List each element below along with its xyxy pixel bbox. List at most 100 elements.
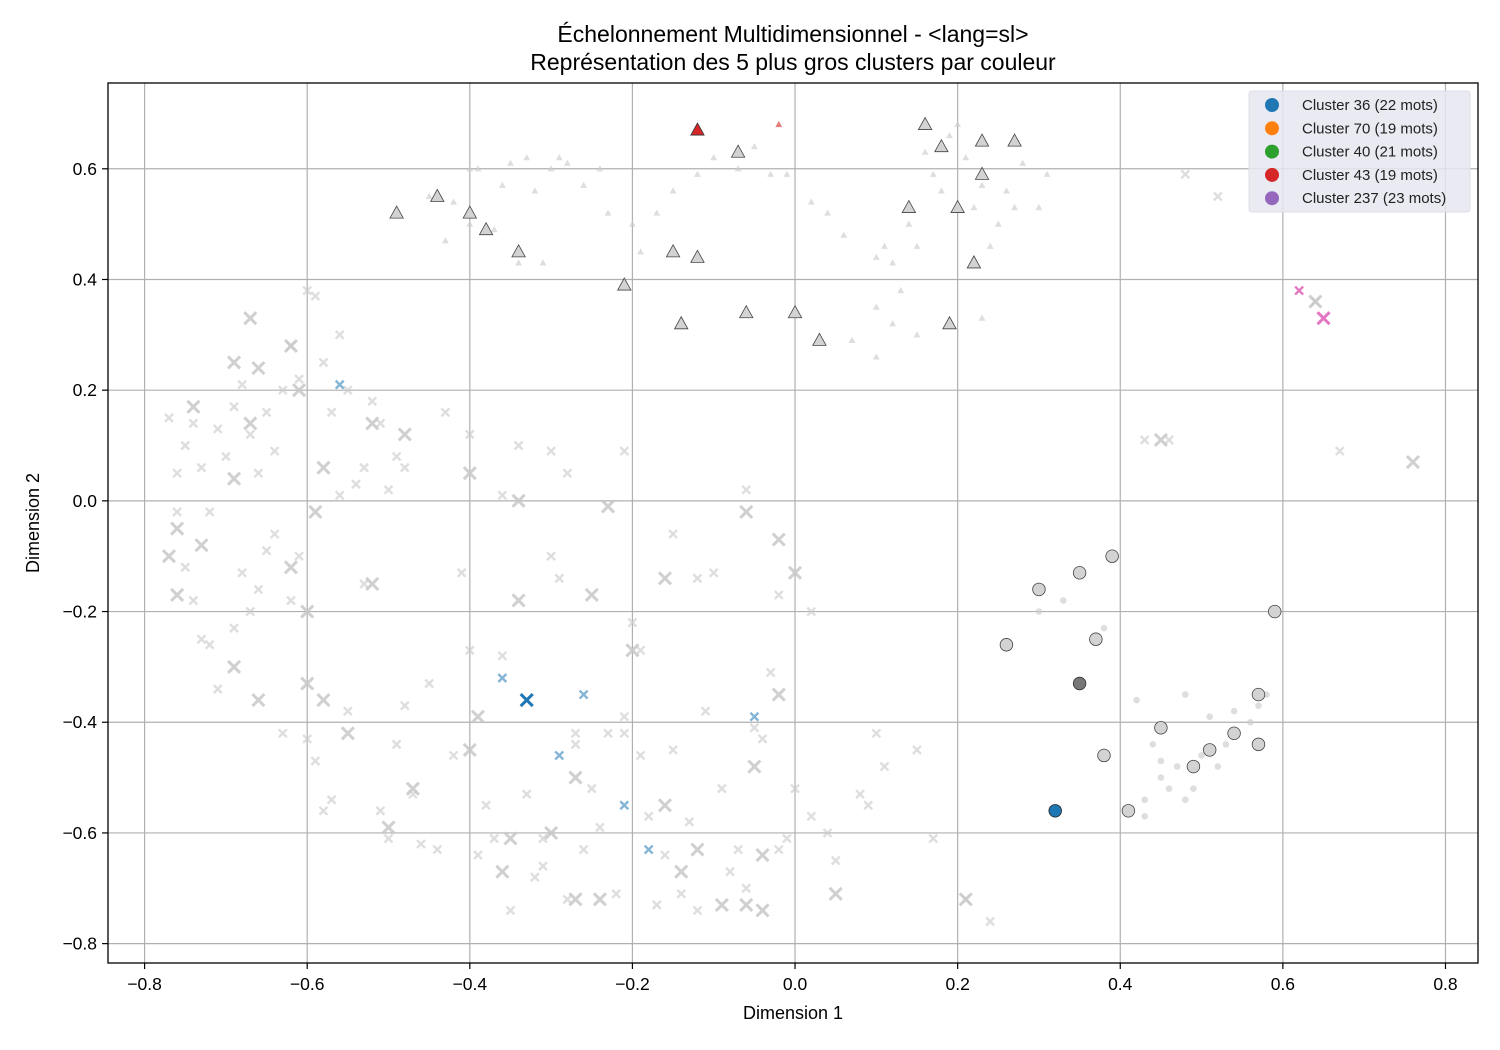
data-point [828, 886, 843, 901]
data-point [188, 595, 199, 606]
data-point [180, 562, 191, 573]
data-point [531, 187, 539, 194]
legend-label: Cluster 43 (19 mots) [1302, 167, 1438, 184]
data-point [466, 165, 474, 172]
data-point [714, 897, 729, 912]
data-point [546, 446, 556, 456]
data-point [708, 567, 719, 578]
data-point [1157, 774, 1165, 781]
data-point [755, 848, 770, 863]
data-point [229, 401, 239, 412]
data-point [343, 385, 353, 396]
data-point [872, 353, 880, 360]
data-point [950, 199, 965, 213]
data-point [389, 205, 404, 219]
data-point [562, 894, 573, 905]
data-point [481, 800, 491, 811]
data-point [310, 291, 321, 301]
data-point [694, 170, 701, 177]
data-point [245, 429, 256, 440]
data-point [243, 311, 258, 326]
data-point [164, 412, 174, 423]
data-point [913, 242, 921, 249]
data-point [456, 567, 467, 578]
data-point [946, 131, 953, 139]
data-point [1227, 726, 1241, 741]
data-point [1097, 748, 1111, 763]
y-axis-label: Dimension 2 [23, 473, 43, 573]
data-point [568, 770, 583, 785]
data-point [806, 606, 817, 617]
data-point [600, 499, 616, 514]
data-point [676, 888, 687, 899]
data-point [503, 831, 518, 846]
data-point [1072, 676, 1087, 691]
data-point [399, 700, 410, 711]
data-point [1268, 604, 1282, 619]
data-point [429, 188, 445, 202]
data-point [416, 839, 426, 849]
data-point [466, 220, 474, 227]
data-point [999, 638, 1014, 652]
data-point [871, 728, 882, 739]
data-point [921, 148, 929, 155]
data-point [381, 820, 396, 835]
data-point [879, 761, 890, 772]
data-point [962, 154, 970, 161]
data-point [660, 850, 670, 860]
data-point [383, 833, 394, 844]
legend-label: Cluster 237 (23 mots) [1302, 190, 1446, 207]
data-point [584, 587, 599, 603]
data-point [985, 916, 996, 927]
data-point [462, 466, 477, 481]
data-point [1105, 549, 1119, 563]
data-point [1141, 813, 1148, 820]
data-point [739, 504, 754, 519]
data-point [1153, 432, 1168, 448]
data-point [966, 255, 982, 269]
data-point [739, 897, 754, 912]
data-point [563, 159, 571, 166]
data-point [1255, 702, 1262, 709]
data-point [1048, 804, 1062, 818]
data-point [226, 471, 242, 486]
grid [108, 83, 1478, 963]
data-point [300, 604, 315, 619]
legend-label: Cluster 36 (22 mots) [1302, 97, 1438, 114]
data-point [170, 587, 185, 603]
data-point [269, 529, 280, 539]
data-point [172, 507, 182, 517]
data-point [221, 451, 231, 462]
data-point [391, 451, 402, 462]
data-point [994, 220, 1002, 227]
data-point [1035, 203, 1043, 211]
data-point [668, 529, 678, 539]
x-tick-label: 0.4 [1108, 974, 1133, 994]
scatter-points [161, 116, 1421, 927]
data-point [970, 203, 978, 211]
data-point [717, 783, 727, 794]
data-point [771, 687, 786, 702]
data-point [498, 181, 506, 188]
data-point [292, 383, 307, 398]
data-point [592, 892, 607, 907]
data-point [604, 209, 612, 216]
data-point [253, 468, 264, 479]
data-point [1316, 311, 1331, 326]
data-point [391, 739, 402, 750]
data-point [580, 181, 588, 188]
data-point [619, 728, 630, 739]
data-point [530, 872, 540, 883]
data-point [511, 243, 526, 258]
data-point [1206, 713, 1213, 721]
data-point [905, 220, 913, 227]
data-point [669, 187, 677, 194]
data-point [750, 143, 758, 150]
data-point [554, 573, 565, 584]
data-point [1139, 435, 1150, 445]
data-point [651, 900, 662, 910]
data-point [511, 593, 526, 608]
data-point [286, 595, 296, 606]
data-point [635, 750, 646, 761]
data-point [1181, 796, 1189, 804]
